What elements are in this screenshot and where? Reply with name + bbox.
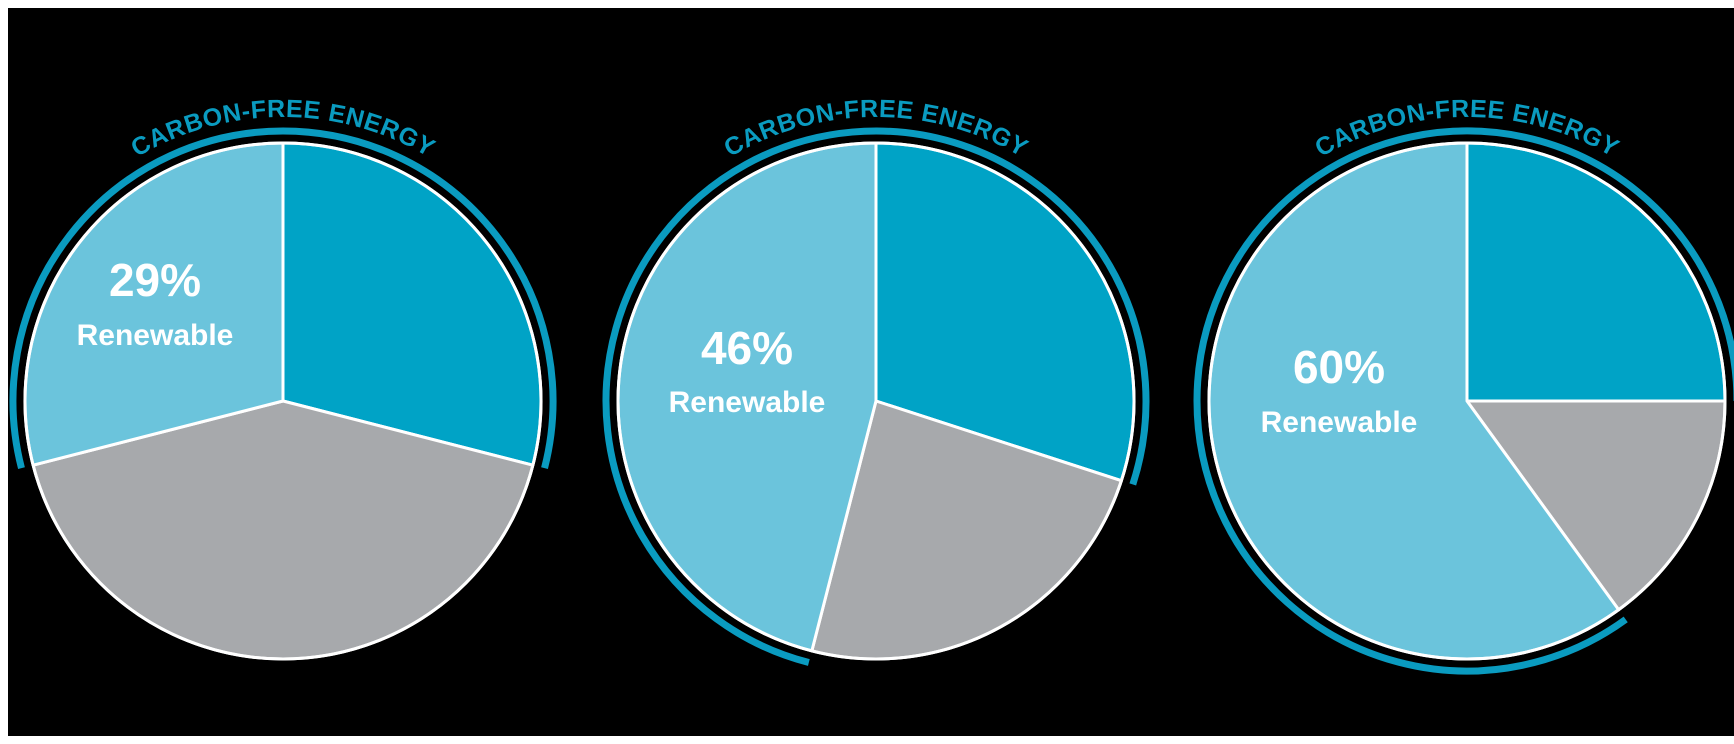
slice-other-carbon-free (1465, 141, 1727, 403)
pie-rim (1207, 141, 1727, 661)
renewable-text-label: Renewable (669, 386, 826, 419)
carbon-free-arc (602, 127, 1150, 666)
pie-rim (23, 141, 543, 661)
renewable-percent-label: 29% (109, 254, 201, 306)
renewable-percent-label: 60% (1293, 341, 1385, 393)
carbon-free-arc (9, 127, 557, 470)
pie-rim (616, 141, 1136, 661)
renewable-text-label: Renewable (77, 319, 234, 352)
renewable-text-label: Renewable (1261, 406, 1418, 439)
carbon-free-arc (1193, 127, 1734, 675)
renewable-percent-label: 46% (701, 322, 793, 374)
